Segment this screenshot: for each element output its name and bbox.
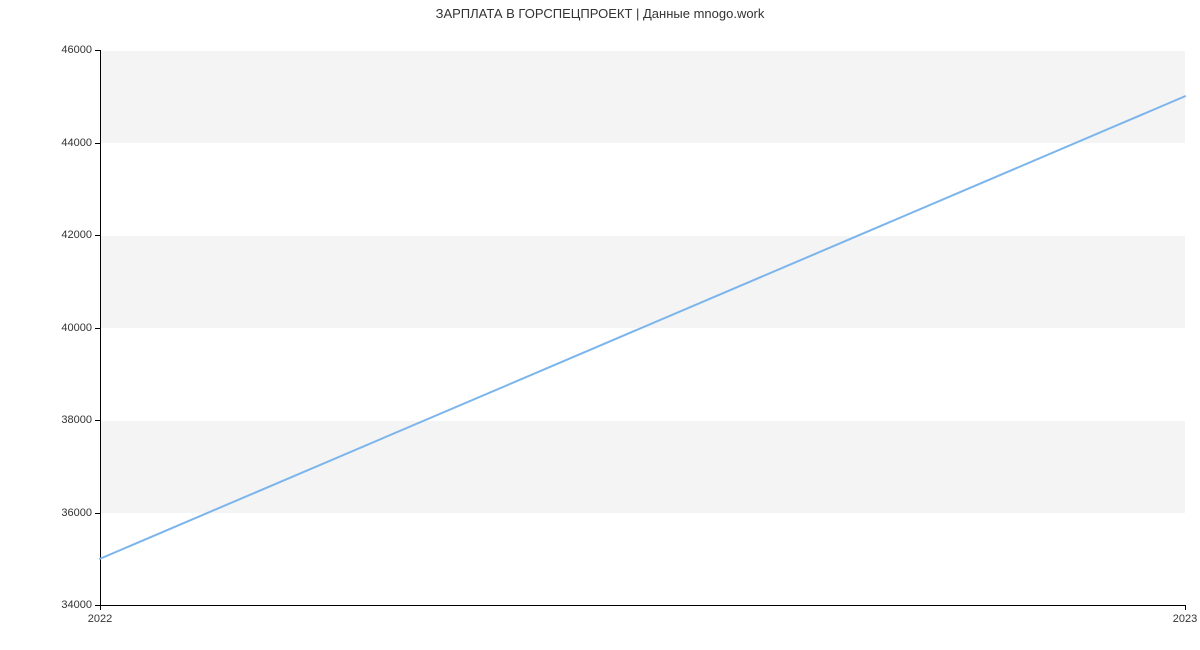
y-tick-label: 42000	[61, 229, 92, 241]
x-tick-mark	[1185, 605, 1186, 610]
series-line	[100, 96, 1185, 559]
y-tick-label: 36000	[61, 507, 92, 519]
chart-container: ЗАРПЛАТА В ГОРСПЕЦПРОЕКТ | Данные mnogo.…	[0, 0, 1200, 650]
x-axis-line	[100, 605, 1185, 606]
chart-title: ЗАРПЛАТА В ГОРСПЕЦПРОЕКТ | Данные mnogo.…	[0, 6, 1200, 21]
x-tick-label: 2023	[1173, 613, 1197, 625]
series-layer	[100, 50, 1185, 605]
y-tick-label: 44000	[61, 137, 92, 149]
y-tick-label: 40000	[61, 322, 92, 334]
x-tick-label: 2022	[88, 613, 112, 625]
y-tick-label: 46000	[61, 44, 92, 56]
plot-area: 3400036000380004000042000440004600020222…	[100, 50, 1185, 605]
y-tick-label: 34000	[61, 599, 92, 611]
y-tick-label: 38000	[61, 414, 92, 426]
